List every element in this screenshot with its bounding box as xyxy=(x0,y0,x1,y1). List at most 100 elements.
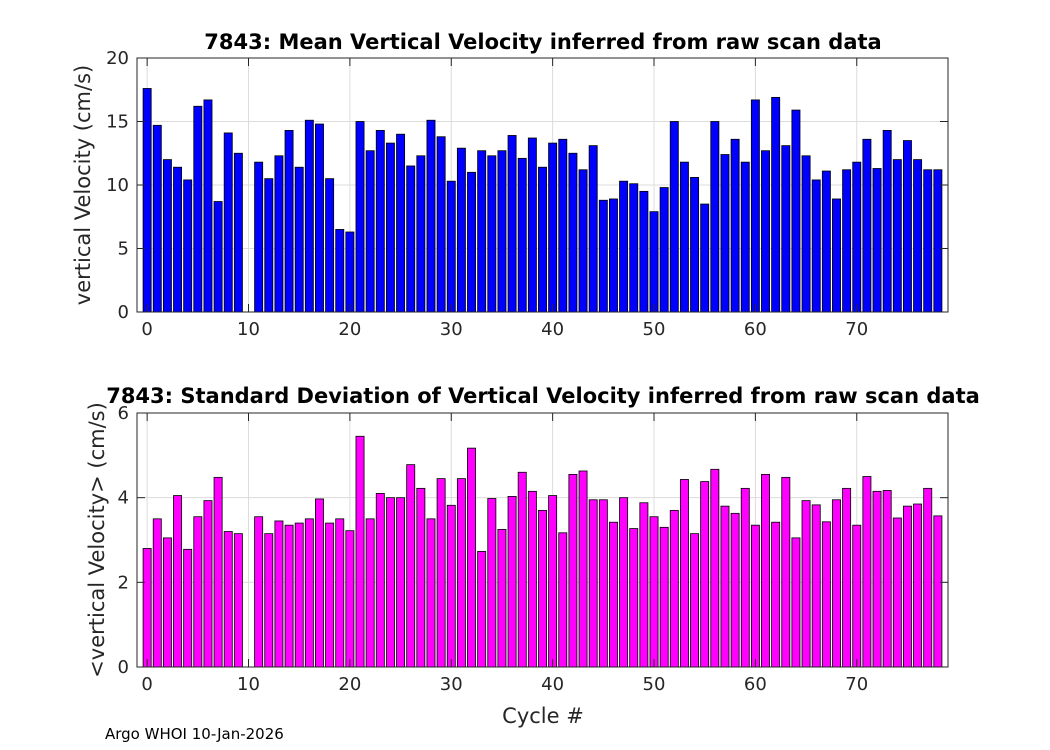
bar xyxy=(588,145,598,313)
bar xyxy=(203,500,213,668)
bar xyxy=(173,166,183,313)
bar xyxy=(152,124,162,313)
bar xyxy=(304,119,314,313)
y-tick-label: 2 xyxy=(118,572,129,593)
chart-title: 7843: Standard Deviation of Vertical Vel… xyxy=(106,384,980,408)
bar xyxy=(649,211,659,313)
bar xyxy=(811,179,821,313)
y-axis-label: <vertical Velocity> (cm/s) xyxy=(85,402,109,678)
bar xyxy=(527,137,537,313)
bar xyxy=(162,159,172,313)
std-velocity-chart: 0 10 20 30 40 50 60 70 0 2 4 6 7843: Standard Devia… xyxy=(85,384,980,728)
y-axis-label: vertical Velocity (cm/s) xyxy=(71,65,95,305)
bar xyxy=(720,505,730,668)
bar xyxy=(294,522,304,668)
bar xyxy=(284,129,294,313)
bar xyxy=(761,473,770,668)
bar xyxy=(679,479,689,668)
bar xyxy=(183,179,193,313)
bar xyxy=(619,497,629,668)
bar xyxy=(750,99,760,313)
bar xyxy=(872,168,882,313)
bar xyxy=(791,109,801,313)
bar xyxy=(416,487,426,668)
bar xyxy=(679,161,689,313)
bar xyxy=(771,96,781,313)
x-tick-label: 70 xyxy=(845,319,868,340)
bar xyxy=(750,524,760,668)
bar xyxy=(781,145,791,313)
bar xyxy=(558,138,568,313)
bar xyxy=(821,170,831,313)
bar xyxy=(446,504,456,668)
bar xyxy=(335,229,345,313)
bar xyxy=(396,133,406,313)
bar xyxy=(385,142,395,313)
bar xyxy=(436,478,446,668)
bar xyxy=(720,154,730,313)
x-tick-label: 20 xyxy=(338,319,361,340)
bar xyxy=(365,150,375,313)
bar xyxy=(264,178,274,313)
bar xyxy=(740,487,750,668)
y-tick-label: 5 xyxy=(118,239,129,260)
bar xyxy=(700,203,710,313)
y-tick-label: 0 xyxy=(118,302,129,323)
bar xyxy=(568,473,578,668)
x-tick-label: 30 xyxy=(440,674,463,695)
bar xyxy=(669,121,679,313)
bar xyxy=(933,169,943,313)
x-tick-label: 60 xyxy=(744,674,767,695)
x-tick-label: 30 xyxy=(440,319,463,340)
bar xyxy=(609,198,618,313)
bar xyxy=(426,119,436,313)
bar xyxy=(902,140,912,313)
bar xyxy=(315,498,324,668)
bar xyxy=(507,495,517,668)
bar xyxy=(882,129,892,313)
chart-title: 7843: Mean Vertical Velocity inferred fr… xyxy=(204,30,881,54)
bar xyxy=(892,159,902,313)
bar xyxy=(659,526,669,668)
bar xyxy=(872,490,882,668)
y-tick-label: 0 xyxy=(118,657,129,678)
bar xyxy=(801,500,811,668)
bar xyxy=(345,530,355,668)
bar xyxy=(882,490,892,668)
x-axis-label: Cycle # xyxy=(502,704,584,728)
bar xyxy=(233,533,243,668)
bar xyxy=(487,155,497,313)
bar xyxy=(700,481,710,668)
bar xyxy=(710,121,720,313)
bar xyxy=(527,490,537,668)
bar xyxy=(183,548,193,668)
bar xyxy=(426,518,436,668)
bar xyxy=(548,142,558,313)
bar xyxy=(355,121,365,313)
bar xyxy=(538,166,547,313)
bar xyxy=(710,468,720,668)
bar xyxy=(578,470,588,668)
bar xyxy=(609,521,618,668)
bar xyxy=(913,159,923,313)
footer-credit: Argo WHOI 10-Jan-2026 xyxy=(105,725,284,743)
bar xyxy=(639,502,649,668)
bar xyxy=(477,551,487,668)
bar xyxy=(304,518,314,668)
axes-box xyxy=(136,412,949,668)
bar xyxy=(416,155,426,313)
bar xyxy=(223,531,233,668)
bar xyxy=(598,499,608,668)
y-tick-label: 20 xyxy=(106,48,129,69)
bar xyxy=(588,499,598,668)
bar xyxy=(274,520,284,668)
bar xyxy=(933,515,943,668)
bar xyxy=(852,524,862,668)
bar xyxy=(284,524,294,668)
bar xyxy=(162,537,172,668)
bar xyxy=(781,476,791,668)
bar xyxy=(730,512,740,668)
x-tick-label: 10 xyxy=(237,674,260,695)
bar xyxy=(213,476,223,668)
